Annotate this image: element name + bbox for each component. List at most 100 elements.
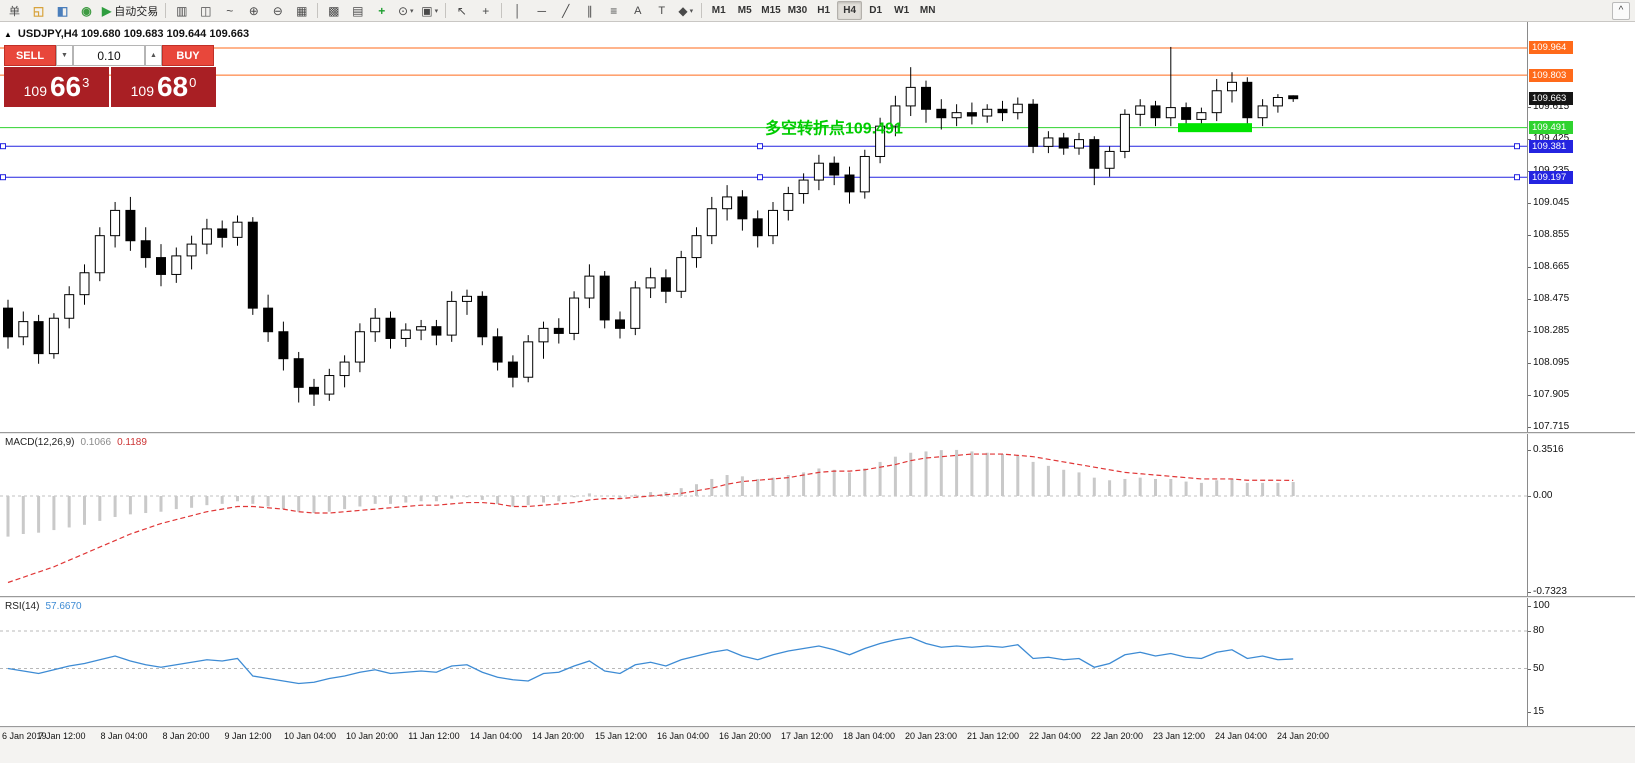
cascade-icon[interactable]: ▤ (352, 3, 364, 18)
buy-button[interactable]: BUY (162, 45, 214, 66)
fibonacci-icon[interactable]: ≡ (610, 3, 618, 18)
line-handle[interactable] (0, 174, 6, 181)
toolbar-separator (317, 3, 319, 18)
macd-value-main: 0.1066 (80, 437, 112, 448)
annotation-text[interactable]: 多空转折点109.491 (765, 119, 903, 138)
tf-mn-button[interactable]: MN (919, 5, 936, 16)
panel-divider[interactable] (0, 596, 1635, 598)
toolbar-separator (445, 3, 447, 18)
vertical-line-icon[interactable]: │ (513, 3, 522, 18)
time-label: 15 Jan 12:00 (594, 731, 648, 741)
volume-input[interactable] (73, 45, 145, 66)
sell-price-display[interactable]: 109 66 3 (4, 67, 109, 107)
toolbar-separator (701, 3, 703, 18)
scale-tick (1528, 606, 1531, 607)
price-tag-109.803: 109.803 (1529, 68, 1573, 82)
tf-m1-button[interactable]: M1 (711, 5, 726, 16)
line-chart-icon[interactable]: ~ (226, 3, 234, 18)
panel-divider[interactable] (0, 726, 1635, 728)
templates-icon[interactable]: ▣ ▾ (421, 3, 439, 18)
tf-d1-button[interactable]: D1 (869, 5, 883, 16)
tf-h1-button[interactable]: H1 (817, 5, 831, 16)
time-label: 16 Jan 04:00 (656, 731, 710, 741)
periods-icon[interactable]: ⊙ ▾ (397, 3, 414, 18)
arrows-icon[interactable]: ◆ ▾ (678, 3, 694, 18)
time-label: 24 Jan 20:00 (1276, 731, 1330, 741)
bar-chart-icon[interactable]: ▥ (176, 3, 188, 18)
scale-tick (1528, 712, 1531, 714)
tf-h4-button[interactable]: H4 (837, 1, 863, 20)
macd-signal-line (7, 453, 1294, 584)
time-label: 20 Jan 23:00 (904, 731, 958, 741)
highlight-bar[interactable] (1178, 123, 1252, 133)
scale-tick (1528, 426, 1531, 428)
indicators-icon[interactable]: + (378, 3, 386, 18)
line-handle[interactable] (0, 143, 6, 150)
volume-stepper-button[interactable]: ▲ (145, 45, 162, 66)
volume-dropdown-button[interactable]: ▼ (56, 45, 73, 66)
scale-tick (1528, 394, 1531, 396)
line-handle[interactable] (757, 143, 763, 150)
horizontal-line-icon[interactable]: ─ (537, 3, 546, 18)
trendline-icon[interactable]: ╱ (562, 3, 570, 18)
data-window-icon[interactable]: ◧ (56, 3, 69, 18)
tf-m15-button[interactable]: M15 (761, 5, 781, 16)
macd-chart (0, 449, 1527, 584)
scale-tick (1528, 298, 1531, 300)
macd-panel[interactable]: MACD(12,26,9) 0.1066 0.1189 (0, 434, 1527, 596)
price-label: 108.665 (1533, 260, 1570, 272)
tf-m30-button[interactable]: M30 (787, 5, 808, 16)
zoom-out-icon[interactable]: ⊖ (272, 3, 283, 18)
navigator-icon[interactable]: ◉ (81, 3, 92, 18)
zoom-in-icon[interactable]: ⊕ (248, 3, 259, 18)
sell-price-sup: 3 (82, 75, 90, 90)
time-label: 7 Jan 12:00 (38, 731, 86, 741)
toolbar: 单 ◱ ◧ ◉ ▶ 自动交易 ▥ ◫ ~ ⊕ ⊖ ▦ ▩ ▤ + ⊙ ▾ ▣ ▾ ↖ + │ ─ ╱ ∥ ≡ A T ◆ ▾ M1 M5 M15… (0, 0, 1635, 22)
time-label: 11 Jan 12:00 (408, 731, 460, 741)
time-label: 17 Jan 12:00 (780, 731, 834, 741)
candlestick-chart[interactable]: 多空转折点109.491 (0, 22, 1527, 432)
auto-arrange-icon[interactable]: ▩ (328, 3, 340, 18)
macd-name: MACD(12,26,9) (5, 437, 75, 448)
text-icon[interactable]: A (634, 4, 642, 17)
line-handle[interactable] (1514, 143, 1520, 150)
text-label-icon[interactable]: T (658, 4, 666, 17)
scale-tick (1528, 631, 1531, 632)
crosshair-icon[interactable]: + (482, 3, 490, 18)
scale-tick (1528, 668, 1531, 670)
cursor-icon[interactable]: ↖ (456, 3, 467, 18)
candlestick-series (3, 46, 1299, 406)
sell-price-prefix: 109 (23, 83, 47, 99)
toolbar-separator (501, 3, 503, 18)
tile-windows-icon[interactable]: ▦ (296, 3, 308, 18)
market-watch-icon[interactable]: ◱ (32, 3, 45, 18)
toolbar-collapse-button[interactable]: ^ (1612, 1, 1630, 20)
time-label: 10 Jan 20:00 (345, 731, 399, 741)
price-tag-109.197: 109.197 (1529, 170, 1573, 184)
panel-divider[interactable] (0, 432, 1635, 434)
price-scale[interactable]: 109.615 109.425 109.235 109.045 108.855 108.6… (1527, 22, 1635, 728)
rsi-panel[interactable]: RSI(14) 57.6670 (0, 598, 1527, 726)
rsi-name: RSI(14) (5, 601, 40, 612)
macd-label: MACD(12,26,9) 0.1066 0.1189 (5, 437, 147, 448)
macd-scale-label: -0.7323 (1533, 585, 1567, 597)
line-handle[interactable] (1514, 174, 1520, 181)
time-label: 8 Jan 20:00 (162, 731, 210, 741)
time-axis[interactable]: 6 Jan 2019 7 Jan 12:00 8 Jan 04:00 8 Jan 20… (0, 728, 1635, 763)
tf-m5-button[interactable]: M5 (737, 5, 752, 16)
sell-button[interactable]: SELL (4, 45, 56, 66)
new-order-button[interactable]: 单 (9, 5, 20, 18)
chart-panel[interactable]: 多空转折点109.491 ▲ USDJPY,H4 109.680 109.683… (0, 22, 1527, 432)
scale-tick (1528, 495, 1531, 497)
candlestick-chart-icon[interactable]: ◫ (200, 3, 212, 18)
autotrading-button[interactable]: ▶ 自动交易 (102, 3, 159, 18)
scale-tick (1528, 362, 1531, 364)
buy-price-display[interactable]: 109 68 0 (111, 67, 216, 107)
line-handle[interactable] (757, 174, 763, 181)
tf-w1-button[interactable]: W1 (894, 5, 910, 16)
price-tag-109.491: 109.491 (1529, 121, 1573, 135)
sell-price-big: 66 (49, 71, 82, 102)
time-label: 21 Jan 12:00 (966, 731, 1020, 741)
channel-icon[interactable]: ∥ (586, 3, 593, 18)
